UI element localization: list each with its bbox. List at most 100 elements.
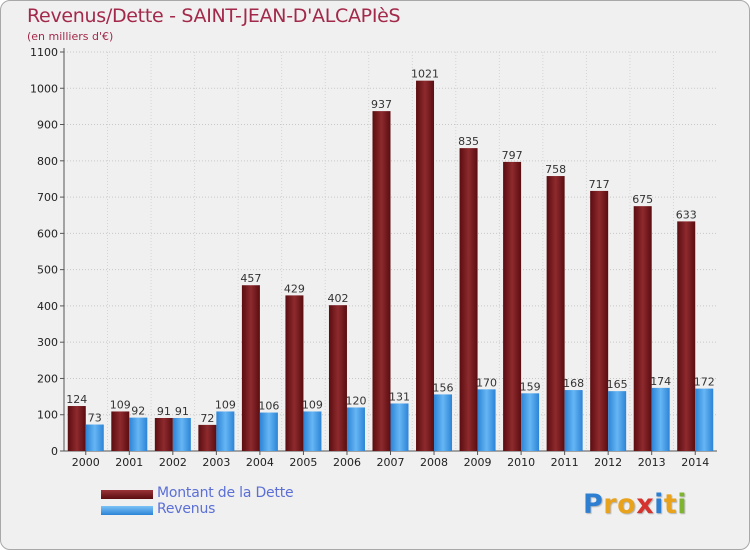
x-tick-label: 2001 — [115, 456, 143, 469]
x-tick-label: 2004 — [246, 456, 274, 469]
data-label-debt: 937 — [371, 98, 392, 111]
x-tick-label: 2006 — [333, 456, 361, 469]
bar-debt — [503, 161, 522, 451]
x-tick-label: 2000 — [72, 456, 100, 469]
data-label-debt: 1021 — [411, 68, 439, 81]
data-label-revenue: 168 — [563, 377, 584, 390]
bar-debt — [677, 221, 696, 451]
data-label-debt: 109 — [110, 398, 131, 411]
bar-revenue — [390, 403, 409, 451]
bar-revenue — [129, 417, 148, 451]
bar-debt — [633, 206, 652, 451]
data-label-revenue: 106 — [258, 400, 279, 413]
y-tick-label: 800 — [37, 155, 58, 168]
y-tick-label: 500 — [37, 264, 58, 277]
bar-revenue — [695, 388, 714, 451]
proxiti-logo: Proxiti — [583, 489, 687, 520]
data-label-revenue: 165 — [607, 378, 628, 391]
logo-letter: i — [677, 489, 688, 520]
bar-revenue — [346, 407, 365, 451]
y-tick-label: 300 — [37, 336, 58, 349]
x-tick-label: 2005 — [289, 456, 317, 469]
bar-revenue — [216, 411, 235, 451]
bar-revenue — [564, 390, 583, 451]
bars — [67, 80, 714, 451]
logo-letter: r — [603, 489, 618, 520]
bar-revenue — [651, 387, 670, 451]
data-label-revenue: 73 — [88, 412, 102, 425]
bar-revenue — [303, 411, 322, 451]
legend-swatch-debt — [101, 490, 153, 499]
data-label-debt: 675 — [632, 193, 653, 206]
legend-label-debt: Montant de la Dette — [157, 485, 294, 501]
data-label-debt: 797 — [502, 149, 523, 162]
x-tick-label: 2010 — [507, 456, 535, 469]
gridlines — [64, 51, 717, 452]
legend-swatch-revenue — [101, 506, 153, 515]
bar-revenue — [259, 412, 278, 451]
chart-subtitle: (en milliers d'€) — [27, 30, 114, 43]
bar-debt — [154, 417, 173, 451]
data-label-debt: 457 — [240, 272, 261, 285]
data-label-revenue: 109 — [215, 398, 236, 411]
x-tick-label: 2008 — [420, 456, 448, 469]
y-tick-label: 200 — [37, 372, 58, 385]
logo-letter: t — [663, 489, 678, 520]
y-tick-label: 1100 — [30, 46, 58, 59]
bar-revenue — [434, 394, 453, 451]
x-tick-label: 2003 — [202, 456, 230, 469]
logo-letter: o — [617, 489, 637, 520]
data-label-debt: 835 — [458, 135, 479, 148]
bar-revenue — [85, 424, 104, 451]
bar-revenue — [608, 391, 627, 451]
bar-revenue — [521, 393, 540, 451]
data-label-debt: 124 — [66, 393, 87, 406]
bar-debt — [546, 176, 565, 451]
x-tick-label: 2011 — [551, 456, 579, 469]
data-label-revenue: 109 — [302, 398, 323, 411]
y-tick-label: 400 — [37, 300, 58, 313]
bar-debt — [111, 411, 130, 451]
data-label-revenue: 159 — [520, 380, 541, 393]
data-label-revenue: 174 — [650, 375, 671, 388]
y-tick-label: 0 — [51, 445, 58, 458]
data-label-debt: 429 — [284, 282, 305, 295]
legend-label-revenue: Revenus — [157, 501, 216, 517]
x-tick-label: 2002 — [159, 456, 187, 469]
data-label-revenue: 91 — [175, 405, 189, 418]
x-tick-label: 2009 — [464, 456, 492, 469]
bar-debt — [67, 406, 86, 451]
x-tick-label: 2013 — [638, 456, 666, 469]
data-label-debt: 717 — [589, 178, 610, 191]
y-tick-label: 900 — [37, 119, 58, 132]
data-label-debt: 72 — [200, 412, 214, 425]
data-label-revenue: 156 — [433, 381, 454, 394]
data-label-debt: 402 — [327, 292, 348, 305]
bar-debt — [372, 111, 391, 451]
y-tick-label: 600 — [37, 227, 58, 240]
data-label-debt: 758 — [545, 163, 566, 176]
data-label-revenue: 92 — [131, 405, 145, 418]
axes: 0 100 200 300 400 500 600 700 800 900 1000 1100 2000… — [30, 46, 717, 469]
y-tick-label: 100 — [37, 409, 58, 422]
logo-letter: P — [583, 489, 604, 520]
data-label-revenue: 131 — [389, 390, 410, 403]
logo-letter: x — [636, 489, 655, 520]
data-label-debt: 633 — [676, 208, 697, 221]
bar-debt — [198, 424, 217, 451]
data-label-revenue: 170 — [476, 376, 497, 389]
bar-debt — [590, 190, 609, 451]
bar-debt — [328, 305, 347, 451]
bar-revenue — [477, 389, 496, 451]
x-tick-label: 2014 — [681, 456, 709, 469]
y-tick-label: 700 — [37, 191, 58, 204]
bar-debt — [459, 148, 478, 451]
x-tick-label: 2012 — [594, 456, 622, 469]
x-tick-label: 2007 — [377, 456, 405, 469]
bar-revenue — [172, 417, 191, 451]
data-label-revenue: 120 — [345, 394, 366, 407]
data-label-debt: 91 — [157, 405, 171, 418]
bar-debt — [285, 295, 304, 451]
